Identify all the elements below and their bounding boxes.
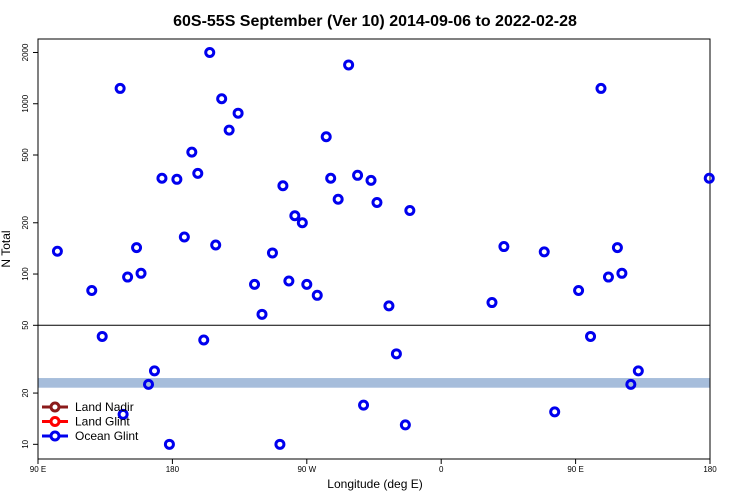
data-point [232,107,244,119]
data-point [156,172,168,184]
data-point [538,246,550,258]
data-point [296,217,308,229]
data-point [256,308,268,320]
data-point [632,365,644,377]
data-point [274,438,286,450]
data-point [399,419,411,431]
data-point [703,172,715,184]
legend-label: Land Glint [75,415,130,429]
data-point [283,275,295,287]
x-axis-label: Longitude (deg E) [327,477,422,491]
y-tick-label: 2000 [21,43,30,61]
y-axis-label: N Total [0,230,13,267]
x-tick-label: 180 [166,465,180,474]
data-point [352,169,364,181]
data-point [549,406,561,418]
x-tick-label: 0 [439,465,444,474]
data-point [163,438,175,450]
data-point [117,408,129,420]
data-point [573,285,585,297]
y-tick-label: 200 [21,216,30,230]
y-tick-label: 20 [21,388,30,397]
data-point [96,330,108,342]
data-point [498,241,510,253]
legend-marker [49,401,61,413]
x-tick-label: 90 W [297,465,316,474]
data-point [192,167,204,179]
data-point [216,93,228,105]
legend-label: Ocean Glint [75,429,139,443]
data-point [602,271,614,283]
data-point [332,193,344,205]
highlight-band [38,378,710,388]
x-tick-label: 180 [703,465,717,474]
data-point [343,59,355,71]
data-point [86,285,98,297]
data-point [325,172,337,184]
data-point [223,124,235,136]
data-point [365,174,377,186]
data-point [114,82,126,94]
data-point [186,146,198,158]
legend-label: Land Nadir [75,400,134,414]
data-point [585,330,597,342]
data-point [311,289,323,301]
data-point [486,297,498,309]
y-tick-label: 50 [21,320,30,329]
legend-marker [49,430,61,442]
data-point [625,378,637,390]
data-point [131,242,143,254]
data-point [143,378,155,390]
y-tick-label: 1000 [21,94,30,112]
x-tick-label: 90 E [30,465,46,474]
data-point [289,210,301,222]
data-point [171,173,183,185]
data-point [148,365,160,377]
data-point [371,197,383,209]
data-point [320,131,332,143]
data-point [358,399,370,411]
chart-title: 60S-55S September (Ver 10) 2014-09-06 to… [173,13,577,30]
data-point [51,245,63,257]
data-point [616,267,628,279]
data-point [122,271,134,283]
data-point [210,239,222,251]
y-tick-label: 10 [21,439,30,448]
data-point [611,242,623,254]
y-tick-label: 500 [21,148,30,162]
data-point [383,300,395,312]
x-tick-label: 90 E [567,465,583,474]
data-point [404,205,416,217]
data-point [135,267,147,279]
data-point [595,82,607,94]
legend-marker [49,416,61,427]
data-point [301,278,313,290]
data-point [198,334,210,346]
y-tick-label: 100 [21,267,30,281]
data-point [266,247,278,259]
plot-frame [37,38,711,460]
data-point [277,180,289,192]
data-point [390,348,402,360]
data-point [178,231,190,243]
data-point [249,278,261,290]
data-point [204,46,216,58]
